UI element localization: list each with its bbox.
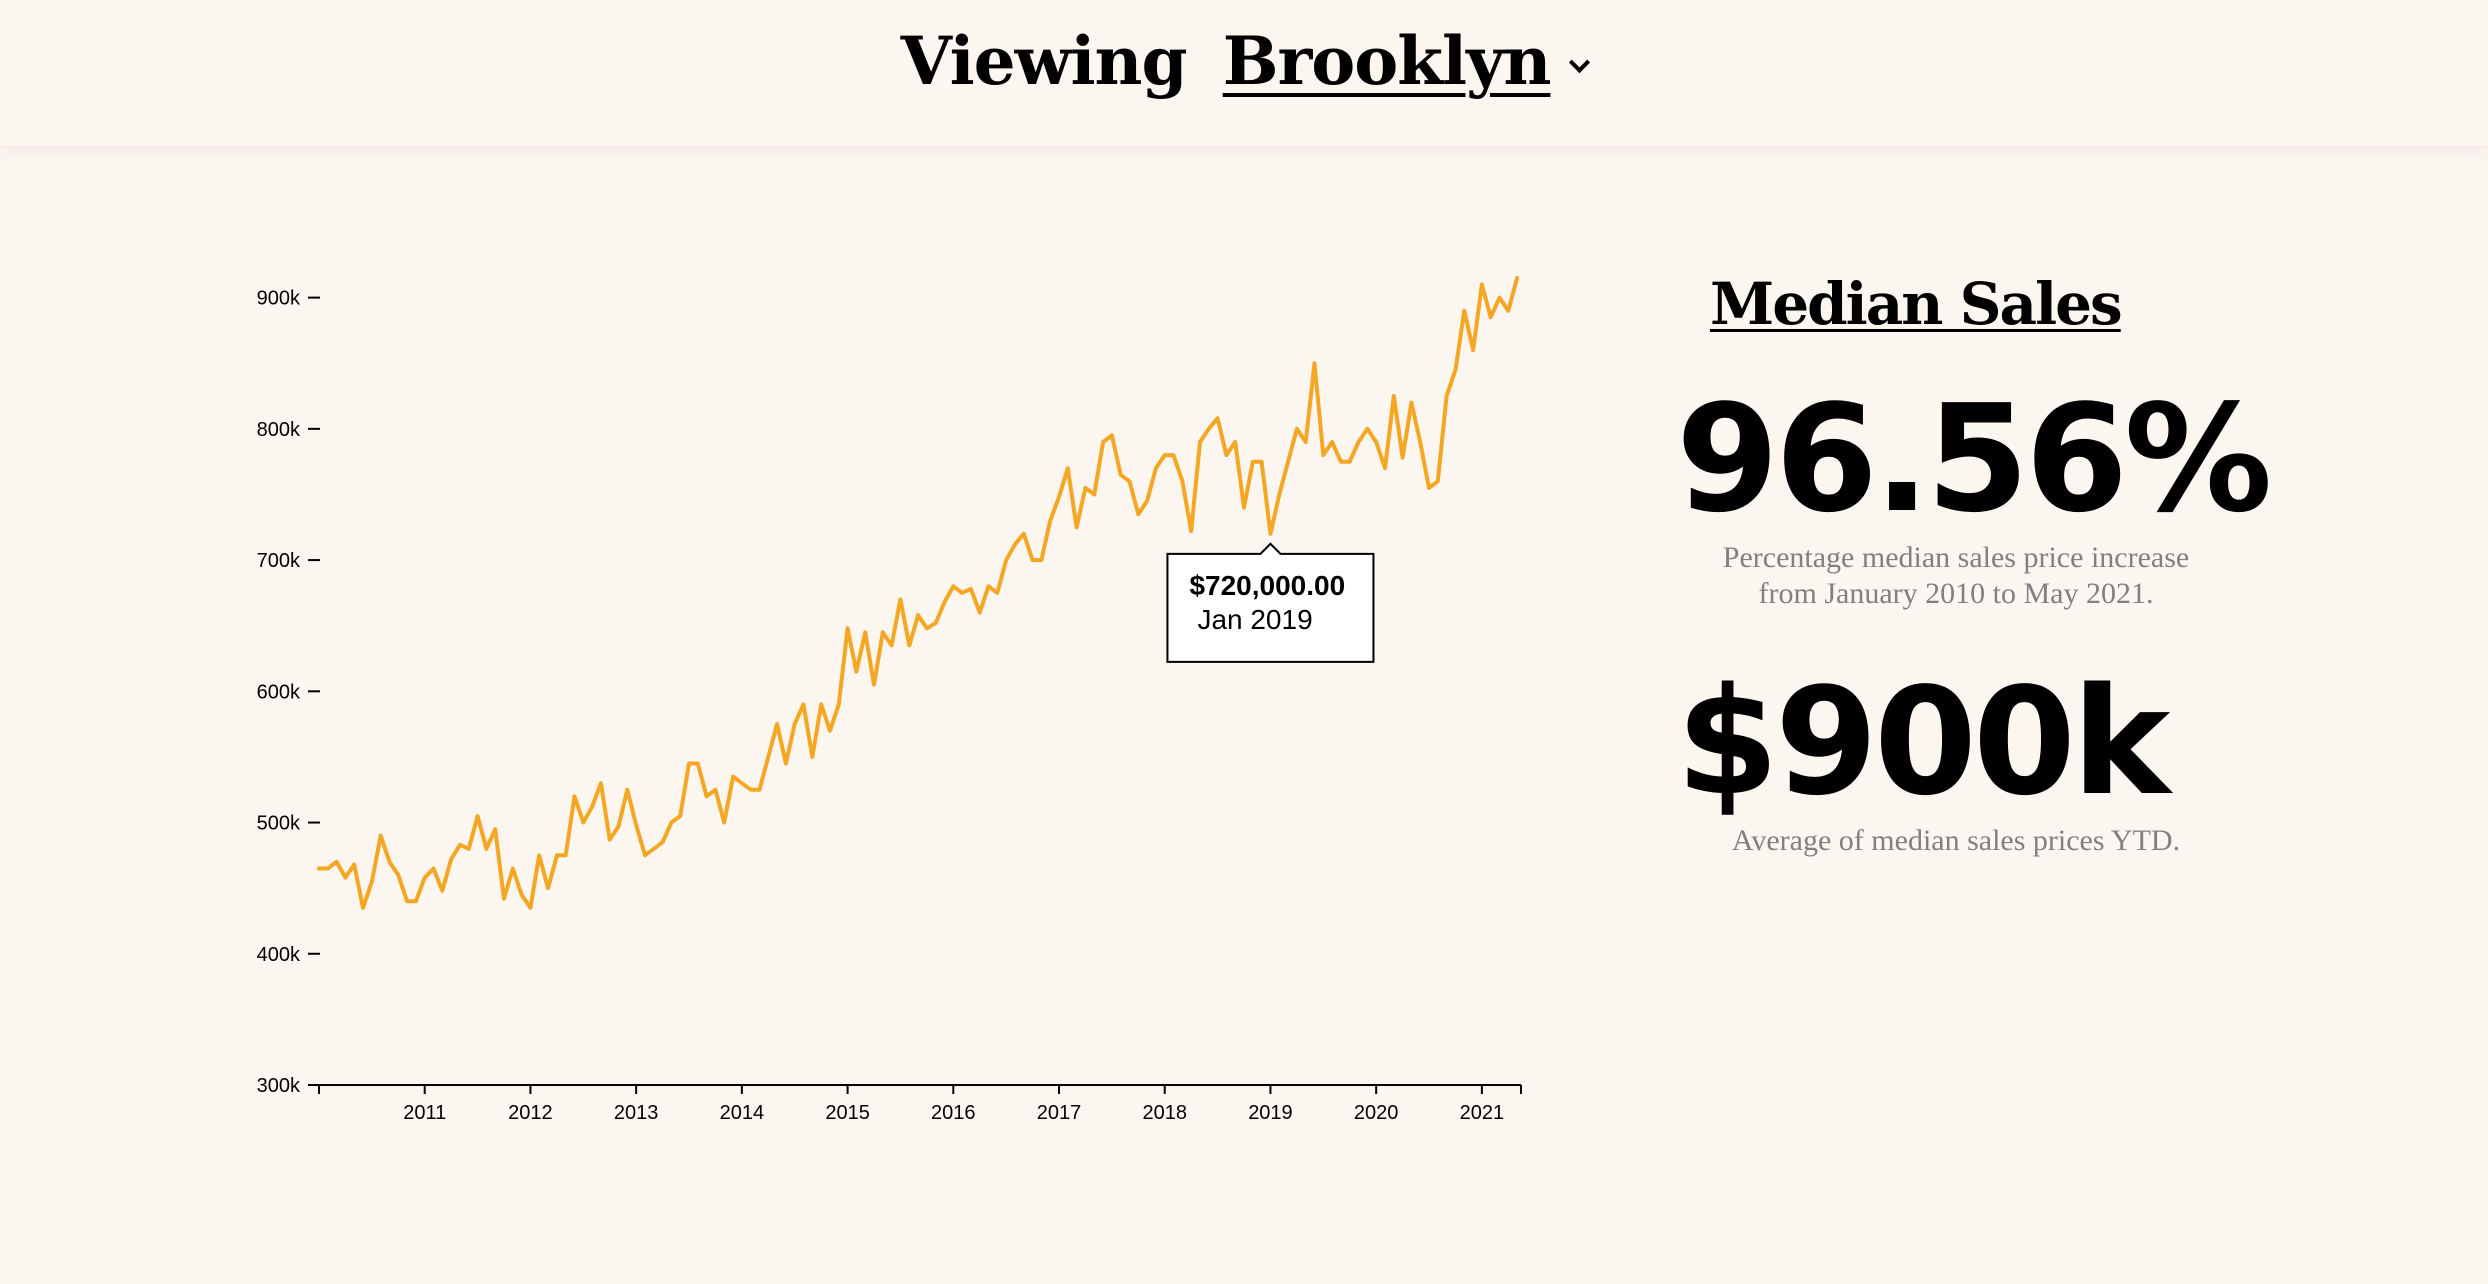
page-title: Viewing Brooklyn	[0, 22, 2488, 100]
tooltip-value: $720,000.00	[1189, 570, 1345, 601]
borough-selector[interactable]: Brooklyn	[1209, 22, 1591, 100]
percent-desc-line1: Percentage median sales price increase	[1722, 541, 2190, 574]
tooltip-box	[1166, 542, 1375, 663]
y-tick-label: 500k	[257, 813, 301, 835]
x-tick-label: 2016	[931, 1102, 976, 1124]
x-tick-label: 2021	[1460, 1102, 1505, 1124]
x-tick-label: 2017	[1037, 1102, 1082, 1124]
x-tick-label: 2013	[614, 1102, 659, 1124]
percent-increase-value: 96.56%	[1676, 373, 2272, 545]
y-tick-label: 800k	[257, 419, 301, 441]
y-axis: 300k 400k 500k 600k 700k 800k 900k	[257, 288, 320, 1097]
x-tick-label: 2018	[1142, 1102, 1187, 1124]
x-tick-label: 2014	[720, 1102, 765, 1124]
page-title-prefix: Viewing	[900, 22, 1188, 100]
percent-increase-description: Percentage median sales price increase f…	[1676, 540, 2236, 612]
hover-tooltip: $720,000.00 Jan 2019	[1166, 542, 1375, 663]
tooltip-date: Jan 2019	[1197, 604, 1312, 635]
borough-name: Brooklyn	[1222, 22, 1552, 100]
percent-desc-line2: from January 2010 to May 2021.	[1758, 577, 2154, 610]
header-bar: Viewing Brooklyn	[0, 0, 2488, 147]
average-value: $900k	[1676, 656, 2170, 828]
chevron-down-icon	[1569, 51, 1591, 74]
x-tick-label: 2012	[508, 1102, 553, 1124]
y-tick-label: 900k	[257, 288, 301, 310]
x-tick-label: 2020	[1354, 1102, 1399, 1124]
y-tick-label: 700k	[257, 550, 301, 572]
median-sales-series-line[interactable]	[317, 275, 1520, 910]
x-tick-label: 2015	[825, 1102, 870, 1124]
stats-title: Median Sales	[1710, 270, 2123, 338]
x-tick-label: 2011	[403, 1102, 446, 1124]
y-tick-label: 600k	[257, 681, 301, 703]
y-tick-label: 300k	[257, 1075, 301, 1097]
x-axis: 2011 2012 2013 2014 2015 2016 2017 2018 2019 2020…	[318, 1084, 1522, 1124]
average-description: Average of median sales prices YTD.	[1731, 824, 2181, 857]
y-tick-label: 400k	[257, 944, 301, 966]
x-tick-label: 2019	[1248, 1102, 1293, 1124]
